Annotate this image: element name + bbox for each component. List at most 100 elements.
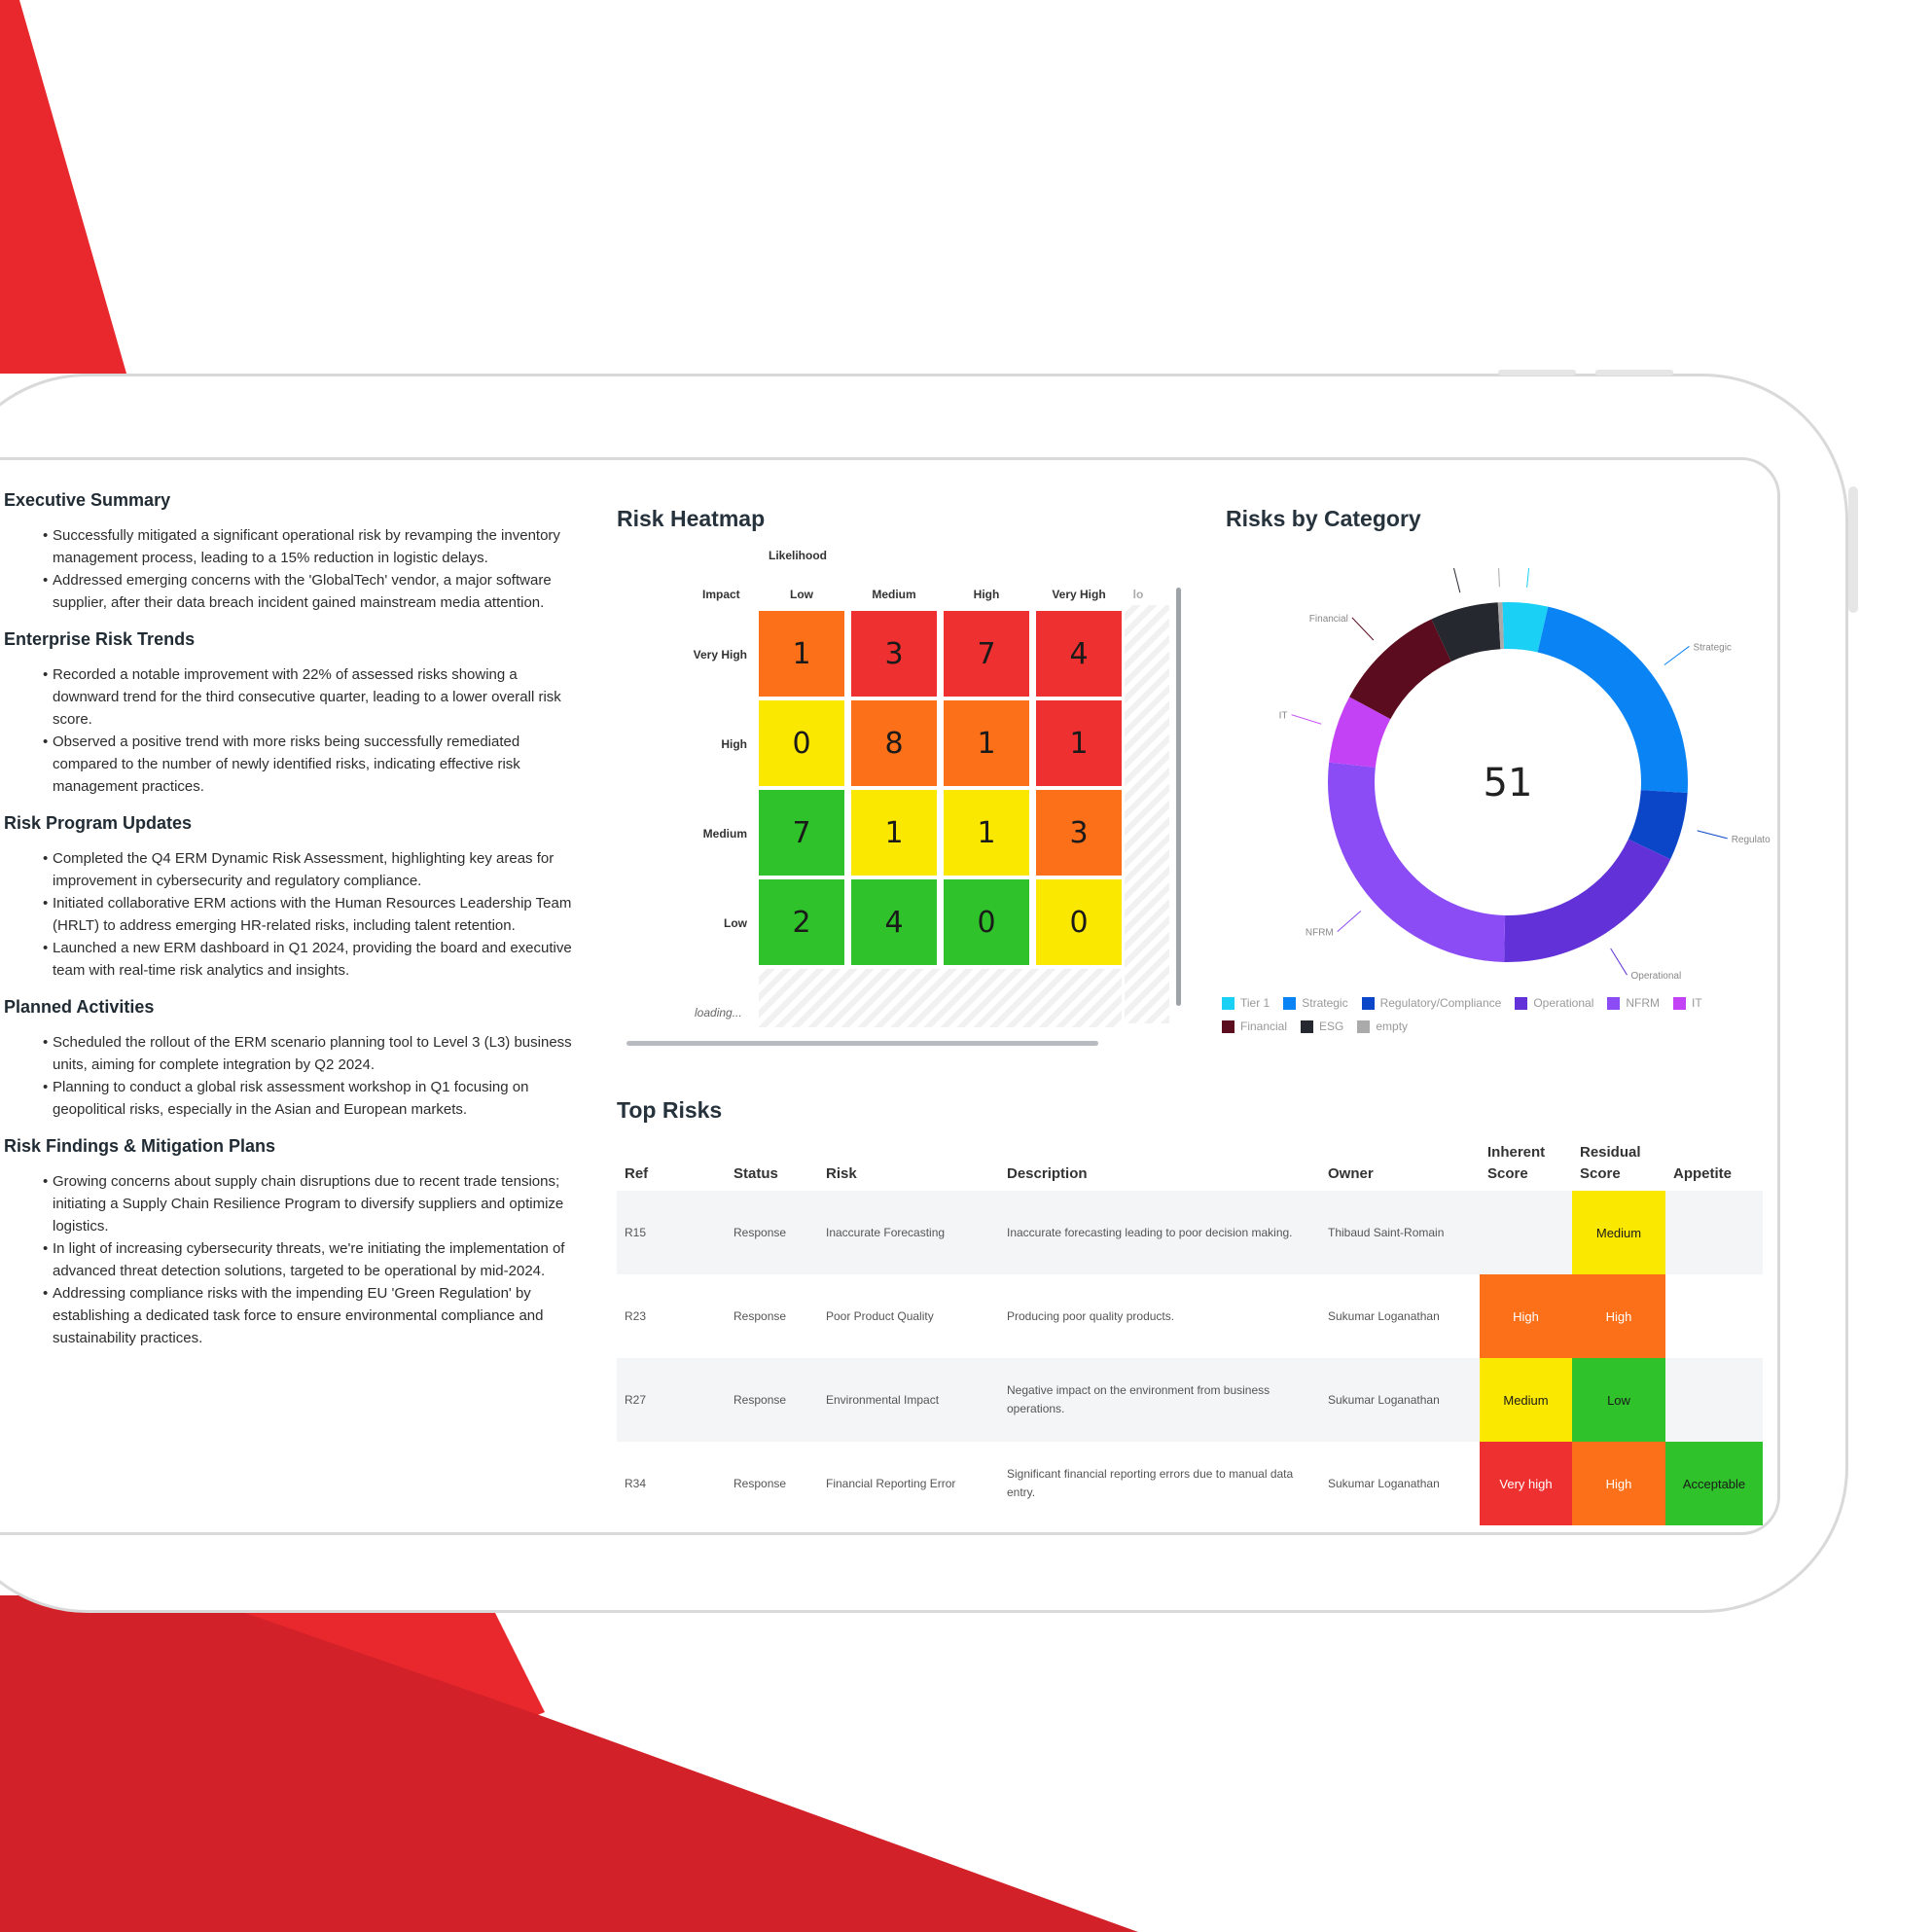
heatmap-cell[interactable]: 4 xyxy=(851,879,937,965)
donut-slice-label: Operational xyxy=(1631,971,1682,982)
heatmap-impact-label: Impact xyxy=(702,588,740,601)
summary-bullet: Scheduled the rollout of the ERM scenari… xyxy=(43,1031,588,1076)
summary-section: Enterprise Risk Trends Recorded a notable… xyxy=(4,629,588,798)
legend-label: Financial xyxy=(1240,1020,1288,1033)
heatmap-column-label-clipped: lo xyxy=(1132,588,1144,601)
heatmap-horizontal-scrollbar[interactable] xyxy=(626,1041,1098,1046)
donut-slice-it[interactable] xyxy=(1329,697,1391,768)
legend-item[interactable]: empty xyxy=(1357,1020,1408,1033)
cell-inherent-score: High xyxy=(1480,1274,1572,1358)
summary-bullet: In light of increasing cybersecurity thr… xyxy=(43,1237,588,1282)
tablet-top-button xyxy=(1498,370,1576,376)
heatmap-cell[interactable]: 1 xyxy=(944,700,1029,786)
legend-label: NFRM xyxy=(1626,996,1661,1010)
cell-appetite-score xyxy=(1665,1191,1763,1274)
heatmap-column-label: Medium xyxy=(872,588,916,601)
table-row[interactable]: R34 Response Financial Reporting Error Sign… xyxy=(617,1442,1763,1525)
summary-section: Executive Summary Successfully mitigated … xyxy=(4,490,588,614)
heatmap-column-label: Low xyxy=(790,588,813,601)
cell-residual-score: High xyxy=(1572,1274,1665,1358)
col-status[interactable]: Status xyxy=(733,1165,778,1182)
summary-section: Risk Program Updates Completed the Q4 ERM… xyxy=(4,813,588,982)
donut-leader-line xyxy=(1291,714,1322,725)
table-row[interactable]: R23 Response Poor Product Quality Producing… xyxy=(617,1274,1763,1358)
donut-slice-operational[interactable] xyxy=(1504,839,1671,962)
heatmap-cell[interactable]: 3 xyxy=(1036,790,1122,876)
cell-ref: R23 xyxy=(625,1308,647,1323)
heatmap-cell[interactable]: 1 xyxy=(944,790,1029,876)
col-description[interactable]: Description xyxy=(1007,1165,1088,1182)
summary-bullet: Observed a positive trend with more risk… xyxy=(43,731,588,798)
summary-bullet-list: Completed the Q4 ERM Dynamic Risk Assess… xyxy=(43,847,588,982)
legend-item[interactable]: ESG xyxy=(1301,1020,1343,1033)
heatmap-cell[interactable]: 2 xyxy=(759,879,844,965)
donut-slice-financial[interactable] xyxy=(1349,619,1451,720)
heatmap-cell[interactable]: 0 xyxy=(944,879,1029,965)
heatmap-column-label: Very High xyxy=(1052,588,1106,601)
summary-bullet: Addressed emerging concerns with the 'Gl… xyxy=(43,569,588,614)
heatmap-cell[interactable]: 4 xyxy=(1036,611,1122,697)
cell-residual-score: Low xyxy=(1572,1358,1665,1442)
col-appetite[interactable]: Appetite xyxy=(1673,1165,1732,1182)
summary-section: Planned Activities Scheduled the rollout … xyxy=(4,997,588,1121)
summary-section: Risk Findings & Mitigation Plans Growing … xyxy=(4,1136,588,1349)
col-owner[interactable]: Owner xyxy=(1328,1165,1374,1182)
heatmap-row-label: High xyxy=(721,737,747,751)
tablet-top-button-2 xyxy=(1595,370,1673,376)
legend-item[interactable]: NFRM xyxy=(1607,996,1660,1010)
heatmap-cell[interactable]: 0 xyxy=(759,700,844,786)
cell-owner: Sukumar Loganathan xyxy=(1328,1476,1440,1490)
col-inherent-score[interactable]: Inherent Score xyxy=(1487,1144,1546,1182)
table-row[interactable]: R15 Response Inaccurate Forecasting Inaccur… xyxy=(617,1191,1763,1274)
cell-ref: R34 xyxy=(625,1476,647,1490)
summary-bullet-list: Recorded a notable improvement with 22% … xyxy=(43,663,588,798)
donut-slice-empty[interactable] xyxy=(1497,602,1504,650)
donut-slice-nfrm[interactable] xyxy=(1328,762,1506,962)
heatmap-vertical-scrollbar[interactable] xyxy=(1176,588,1181,1006)
category-donut-chart: Tier 1StrategicRegulatoryOperationalNFRM… xyxy=(1279,568,1771,982)
cell-appetite-score xyxy=(1665,1274,1763,1358)
cell-status: Response xyxy=(726,1358,818,1442)
legend-item[interactable]: Regulatory/Compliance xyxy=(1361,996,1501,1010)
donut-leader-line xyxy=(1697,830,1728,840)
donut-slice-regulatory-compliance[interactable] xyxy=(1628,790,1688,860)
heatmap-cell[interactable]: 0 xyxy=(1036,879,1122,965)
heatmap-cell[interactable]: 1 xyxy=(759,611,844,697)
legend-item[interactable]: Operational xyxy=(1515,996,1593,1010)
donut-slice-label: Strategic xyxy=(1693,642,1731,653)
donut-slice-tier-1[interactable] xyxy=(1502,602,1549,653)
col-risk[interactable]: Risk xyxy=(826,1165,857,1182)
legend-item[interactable]: IT xyxy=(1673,996,1702,1010)
col-residual-score[interactable]: Residual Score xyxy=(1580,1144,1641,1182)
legend-swatch xyxy=(1222,996,1234,1010)
top-risks-title: Top Risks xyxy=(617,1097,723,1123)
cell-owner: Sukumar Loganathan xyxy=(1328,1308,1440,1323)
donut-leader-line xyxy=(1498,568,1500,588)
donut-leader-line xyxy=(1351,617,1375,641)
table-row[interactable]: R27 Response Environmental Impact Negative … xyxy=(617,1358,1763,1442)
heatmap-cell[interactable]: 7 xyxy=(759,790,844,876)
cell-inherent-score: Very high xyxy=(1480,1442,1572,1525)
heatmap-row-label: Medium xyxy=(702,827,747,841)
donut-slice-label: NFRM xyxy=(1306,928,1334,939)
summary-panel: Executive Summary Successfully mitigated … xyxy=(4,490,588,1365)
legend-item[interactable]: Tier 1 xyxy=(1222,996,1270,1010)
legend-item[interactable]: Strategic xyxy=(1283,996,1348,1010)
summary-bullet-list: Growing concerns about supply chain disr… xyxy=(43,1170,588,1349)
dashboard-screen: Executive Summary Successfully mitigated … xyxy=(0,461,1771,1531)
legend-item[interactable]: Financial xyxy=(1222,1020,1287,1033)
heatmap-cell[interactable]: 8 xyxy=(851,700,937,786)
heatmap-cell[interactable]: 1 xyxy=(851,790,937,876)
legend-swatch xyxy=(1515,996,1528,1010)
donut-slice-strategic[interactable] xyxy=(1537,606,1688,793)
heatmap-cell[interactable]: 3 xyxy=(851,611,937,697)
summary-section-title: Enterprise Risk Trends xyxy=(4,629,196,649)
heatmap-cell[interactable]: 1 xyxy=(1036,700,1122,786)
heatmap-cell[interactable]: 7 xyxy=(944,611,1029,697)
donut-slice-esg[interactable] xyxy=(1431,602,1501,662)
col-ref[interactable]: Ref xyxy=(625,1165,649,1182)
heatmap-loading-text: loading... xyxy=(695,1006,742,1020)
cell-risk: Financial Reporting Error xyxy=(826,1476,956,1490)
category-legend: Tier 1 Strategic Regulatory/Compliance Oper… xyxy=(1222,996,1767,1043)
